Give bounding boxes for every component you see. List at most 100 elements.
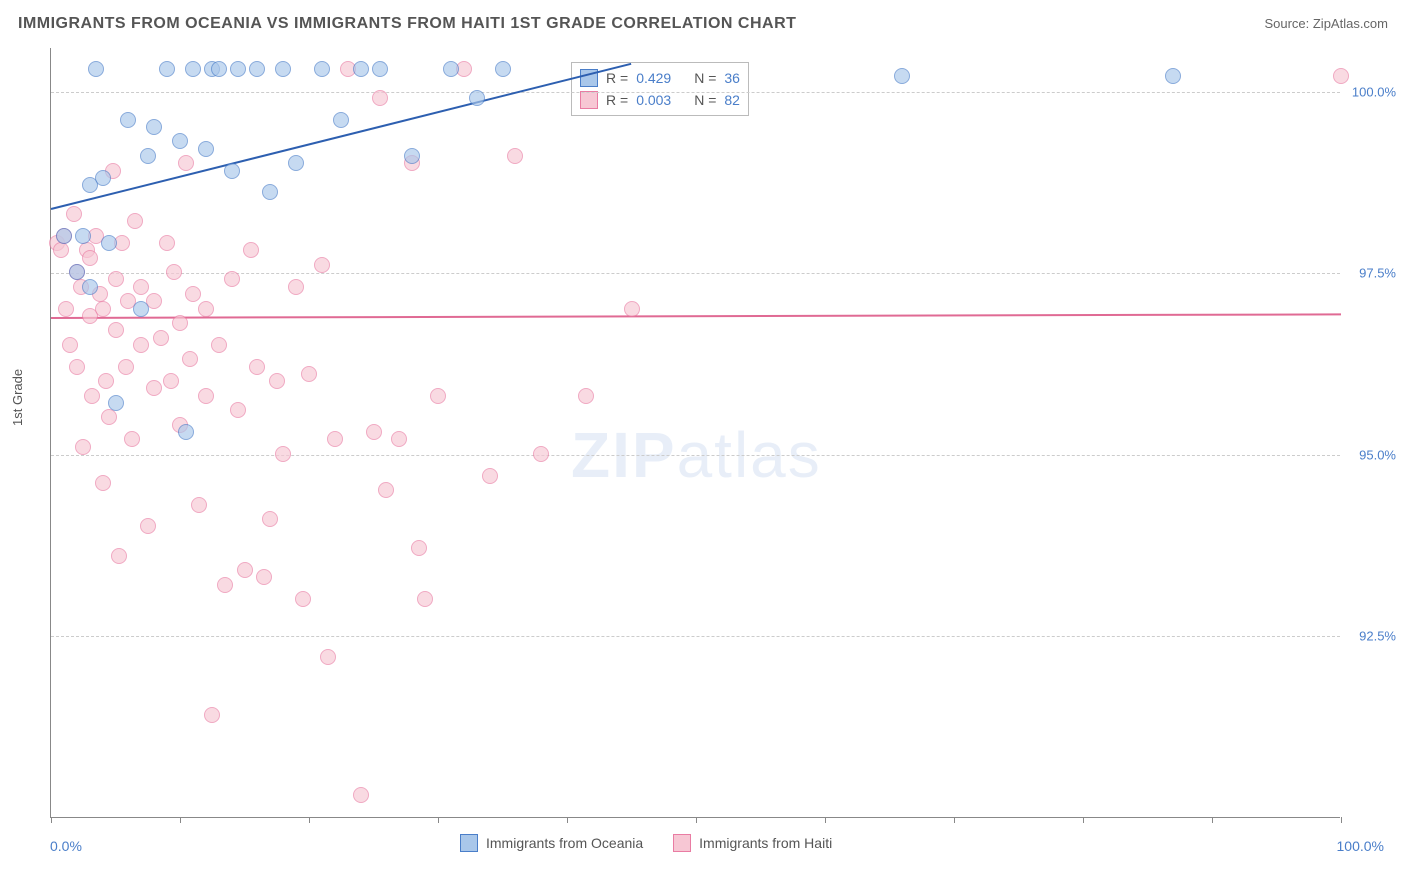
point-haiti [84,388,100,404]
point-haiti [217,577,233,593]
source-link[interactable]: ZipAtlas.com [1313,16,1388,31]
point-oceania [56,228,72,244]
point-oceania [404,148,420,164]
point-haiti [185,286,201,302]
point-oceania [146,119,162,135]
regression-line [51,63,632,210]
point-haiti [53,242,69,258]
point-oceania [88,61,104,77]
r-value-pink: 0.003 [636,92,686,108]
legend-item-haiti: Immigrants from Haiti [673,834,832,852]
point-oceania [1165,68,1181,84]
gridline [51,273,1340,274]
n-label: N = [694,92,716,108]
n-label: N = [694,70,716,86]
point-haiti [101,409,117,425]
point-oceania [469,90,485,106]
point-haiti [366,424,382,440]
point-haiti [58,301,74,317]
point-oceania [230,61,246,77]
point-haiti [127,213,143,229]
point-haiti [153,330,169,346]
point-haiti [172,315,188,331]
y-tick-label: 100.0% [1352,84,1396,99]
r-label: R = [606,70,628,86]
x-tick [696,817,697,823]
point-haiti [224,271,240,287]
point-oceania [333,112,349,128]
point-haiti [507,148,523,164]
point-haiti [98,373,114,389]
point-haiti [372,90,388,106]
point-haiti [301,366,317,382]
point-oceania [101,235,117,251]
gridline [51,455,1340,456]
point-haiti [430,388,446,404]
point-haiti [69,359,85,375]
point-haiti [124,431,140,447]
point-oceania [262,184,278,200]
gridline [51,636,1340,637]
point-haiti [108,322,124,338]
point-oceania [95,170,111,186]
point-haiti [166,264,182,280]
point-haiti [133,337,149,353]
point-haiti [578,388,594,404]
point-haiti [191,497,207,513]
x-tick [180,817,181,823]
point-oceania [159,61,175,77]
x-tick [1341,817,1342,823]
point-haiti [288,279,304,295]
n-value-blue: 36 [724,70,740,86]
point-haiti [211,337,227,353]
x-tick [954,817,955,823]
point-haiti [327,431,343,447]
point-oceania [224,163,240,179]
x-min-label: 0.0% [50,838,82,854]
point-haiti [198,301,214,317]
point-oceania [108,395,124,411]
regression-line [51,313,1341,319]
legend-label-haiti: Immigrants from Haiti [699,835,832,851]
point-haiti [146,380,162,396]
point-haiti [140,518,156,534]
point-haiti [249,359,265,375]
gridline [51,92,1340,93]
point-oceania [495,61,511,77]
point-haiti [533,446,549,462]
point-haiti [198,388,214,404]
point-haiti [82,250,98,266]
point-haiti [378,482,394,498]
point-oceania [140,148,156,164]
point-haiti [262,511,278,527]
point-haiti [159,235,175,251]
point-haiti [118,359,134,375]
legend-item-oceania: Immigrants from Oceania [460,834,643,852]
x-tick [567,817,568,823]
point-haiti [482,468,498,484]
point-haiti [275,446,291,462]
x-tick [438,817,439,823]
swatch-pink-icon [580,91,598,109]
point-oceania [443,61,459,77]
point-haiti [417,591,433,607]
point-oceania [353,61,369,77]
point-haiti [182,351,198,367]
point-oceania [198,141,214,157]
y-tick-label: 95.0% [1359,447,1396,462]
point-haiti [178,155,194,171]
swatch-pink-icon [673,834,691,852]
x-tick [51,817,52,823]
point-haiti [95,475,111,491]
point-oceania [894,68,910,84]
point-oceania [133,301,149,317]
point-haiti [204,707,220,723]
point-haiti [624,301,640,317]
point-oceania [178,424,194,440]
point-haiti [243,242,259,258]
point-haiti [133,279,149,295]
point-haiti [320,649,336,665]
point-oceania [75,228,91,244]
point-haiti [1333,68,1349,84]
point-haiti [95,301,111,317]
